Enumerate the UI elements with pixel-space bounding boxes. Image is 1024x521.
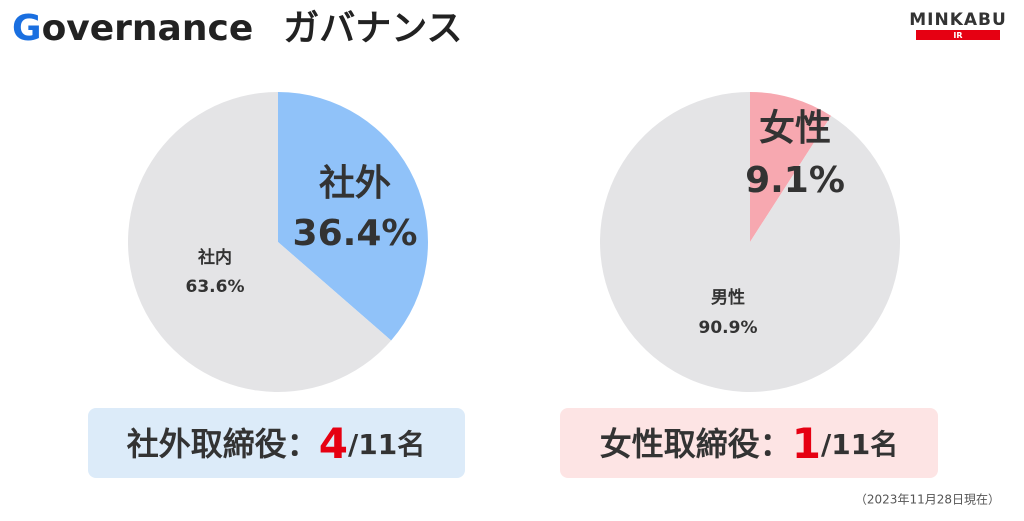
title-rest: overnance: [42, 8, 254, 49]
caption-text: 女性取締役：: [600, 425, 792, 463]
pie-slice: [278, 92, 428, 341]
logo: MINKABU: [909, 10, 1007, 30]
pie-slice: [750, 92, 832, 242]
slice-value-label: 90.9%: [699, 318, 758, 338]
caption-count: 1: [792, 419, 821, 468]
slice-value-label: 9.1%: [745, 160, 845, 201]
pie-slice: [128, 92, 392, 392]
caption-unit: /11名: [348, 428, 425, 461]
slice-category: 男性: [711, 287, 745, 308]
title-initial: G: [12, 8, 42, 49]
logo-sub: IR: [953, 31, 962, 40]
caption: 女性取締役：1/11名: [600, 419, 898, 468]
caption-box: [88, 408, 465, 478]
slice-value-label: 36.4%: [293, 213, 418, 254]
slice-category: 女性: [759, 108, 831, 149]
slice-category: 社外: [319, 163, 391, 204]
logo-bar: [916, 30, 1000, 40]
caption-text: 社外取締役：: [127, 425, 319, 463]
caption-count: 4: [319, 419, 348, 468]
footnote: （2023年11月28日現在）: [855, 493, 1000, 507]
title: Governance ガバナンス: [12, 8, 463, 49]
caption: 社外取締役：4/11名: [127, 419, 425, 468]
caption-unit: /11名: [821, 428, 898, 461]
caption-box: [560, 408, 938, 478]
subtitle: ガバナンス: [283, 8, 462, 49]
pie-slice: [600, 92, 900, 392]
slice-category: 社内: [197, 247, 232, 268]
slice-value-label: 63.6%: [186, 277, 245, 297]
